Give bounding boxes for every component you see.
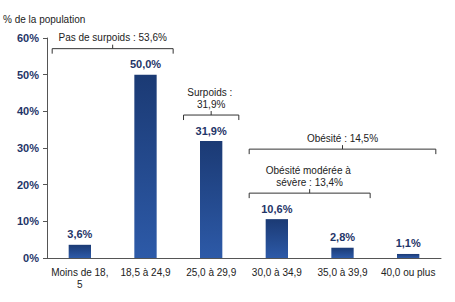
svg-text:40,0 ou plus: 40,0 ou plus [381,267,436,278]
svg-text:2,8%: 2,8% [330,231,355,243]
svg-text:1,1%: 1,1% [396,237,421,249]
svg-text:40%: 40% [17,105,39,117]
svg-text:3,6%: 3,6% [67,228,92,240]
svg-text:Obésité : 14,5%: Obésité : 14,5% [307,133,378,144]
svg-text:18,5 à 24,9: 18,5 à 24,9 [120,267,170,278]
svg-text:50,0%: 50,0% [130,58,161,70]
svg-text:sévère : 13,4%: sévère : 13,4% [276,177,343,188]
svg-text:5: 5 [77,279,83,290]
svg-text:% de la population: % de la population [3,14,85,25]
svg-text:30,0 à 34,9: 30,0 à 34,9 [252,267,302,278]
svg-text:10,6%: 10,6% [261,203,292,215]
svg-text:31,9%: 31,9% [196,125,227,137]
svg-text:Obésité modérée à: Obésité modérée à [266,165,354,176]
svg-text:0%: 0% [23,252,39,264]
svg-text:Surpoids :: Surpoids : [187,87,235,98]
svg-text:31,9%: 31,9% [197,99,225,110]
svg-text:25,0 à 29,9: 25,0 à 29,9 [186,267,236,278]
svg-text:60%: 60% [17,32,39,44]
svg-text:Pas de surpoids : 53,6%: Pas de surpoids : 53,6% [58,32,167,43]
svg-text:10%: 10% [17,215,39,227]
svg-text:20%: 20% [17,179,39,191]
svg-text:30%: 30% [17,142,39,154]
svg-text:50%: 50% [17,69,39,81]
svg-text:Moins de 18,: Moins de 18, [51,267,108,278]
svg-text:35,0 à 39,9: 35,0 à 39,9 [317,267,367,278]
